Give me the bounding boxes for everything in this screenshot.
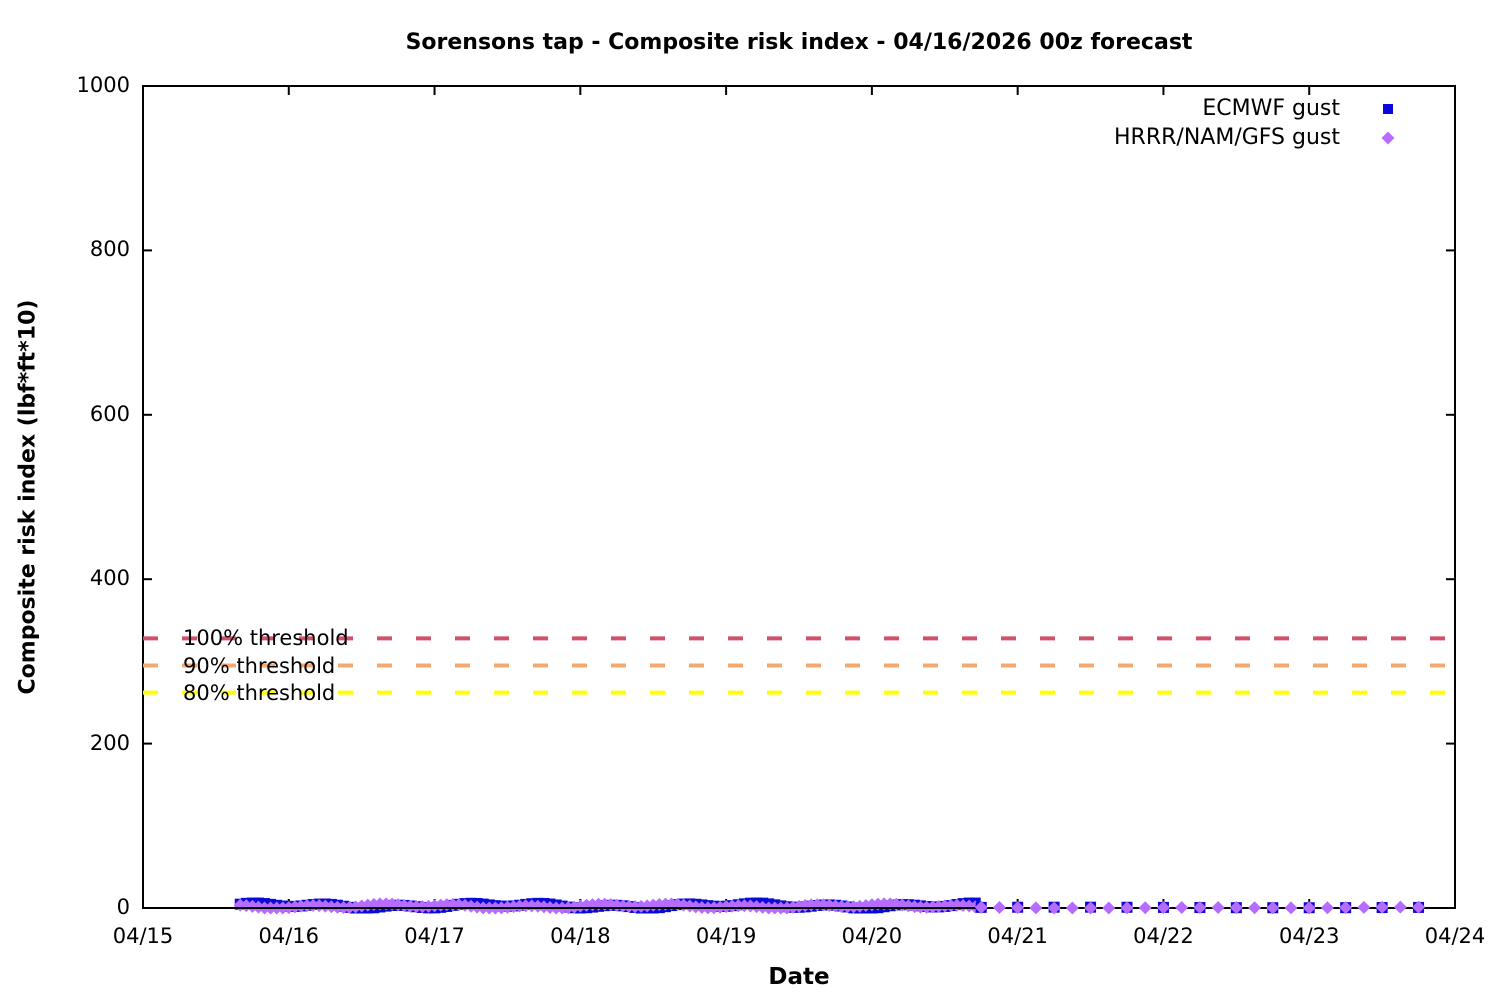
chart-title: Sorensons tap - Composite risk index - 0…: [405, 30, 1193, 55]
y-tick-label: 200: [89, 730, 130, 755]
legend-label-hrrr: HRRR/NAM/GFS gust: [1114, 125, 1340, 150]
y-axis-label: Composite risk index (lbf*ft*10): [15, 299, 41, 695]
diamond-marker-icon: [1381, 131, 1395, 144]
y-tick-label: 1000: [76, 73, 130, 97]
x-axis-label: Date: [768, 964, 830, 990]
y-tick-label: 400: [89, 566, 130, 591]
legend-marker-cell: [1340, 102, 1436, 116]
x-tick-label: 04/21: [987, 924, 1048, 948]
x-tick-label: 04/16: [258, 924, 320, 948]
x-tick-label: 04/19: [695, 924, 757, 948]
legend-row-hrrr: HRRR/NAM/GFS gust: [1000, 123, 1436, 152]
plot-border: [142, 85, 1456, 909]
y-tick-label: 0: [116, 895, 130, 919]
x-tick-label: 04/20: [841, 924, 903, 948]
threshold-label: 100% threshold: [183, 626, 349, 651]
legend-label-ecmwf: ECMWF gust: [1202, 96, 1340, 121]
y-tick-label: 800: [89, 237, 130, 262]
y-tick-label: 600: [89, 401, 130, 426]
legend-row-ecmwf: ECMWF gust: [1000, 94, 1436, 123]
threshold-label: 80% threshold: [183, 680, 336, 705]
square-marker-icon: [1383, 103, 1393, 114]
x-tick-label: 04/23: [1278, 924, 1340, 948]
threshold-label: 90% threshold: [183, 653, 336, 678]
x-tick-label: 04/24: [1424, 924, 1486, 948]
legend: ECMWF gust HRRR/NAM/GFS gust: [1000, 94, 1436, 152]
series-sparse-diamond-markers: [974, 900, 1426, 915]
legend-marker-cell: [1340, 130, 1436, 146]
threshold-lines: [143, 636, 1455, 695]
x-tick-label: 04/18: [550, 924, 611, 948]
x-tick-label: 04/15: [112, 924, 174, 948]
axis-ticks: [142, 85, 1456, 909]
x-tick-label: 04/22: [1133, 924, 1194, 948]
x-tick-label: 04/17: [404, 924, 465, 948]
